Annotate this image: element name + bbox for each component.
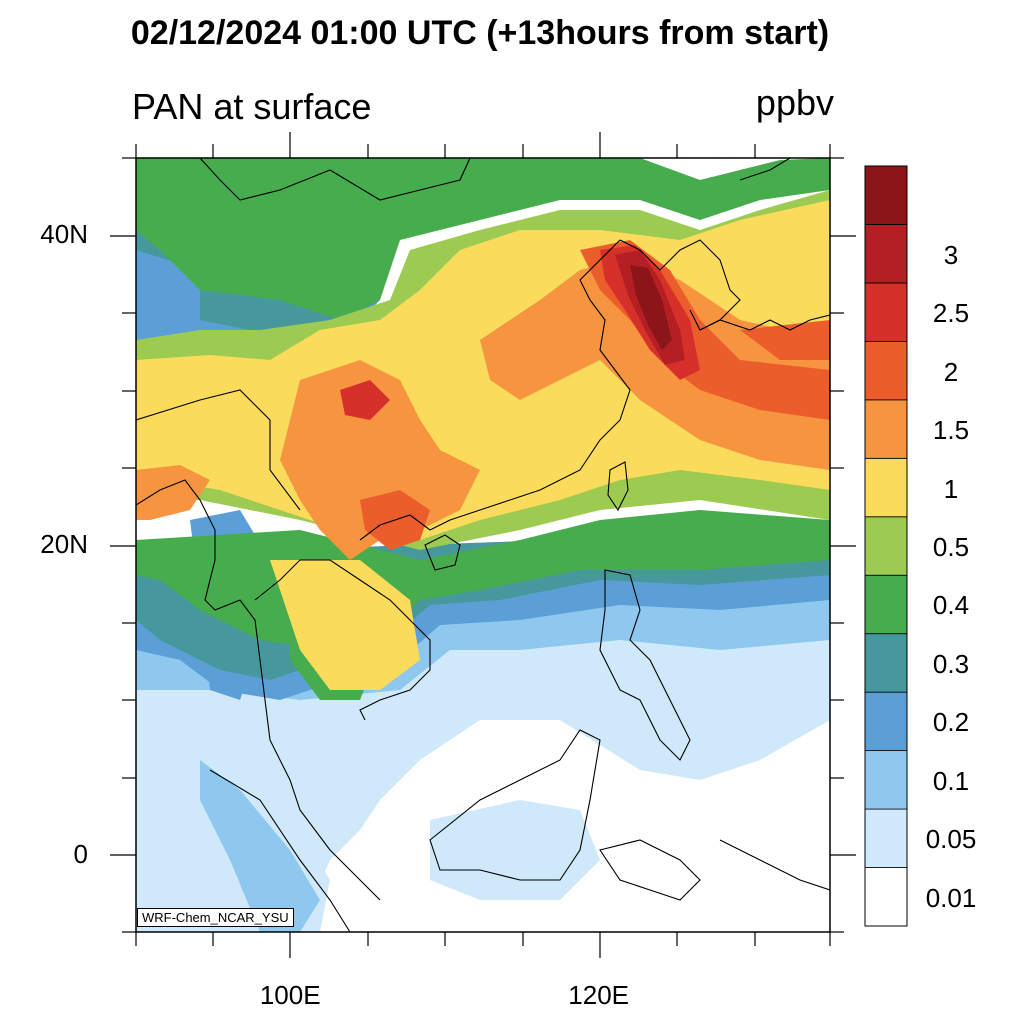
colorbar-swatch: [864, 633, 908, 693]
colorbar-swatch: [864, 691, 908, 752]
latitude-label: 40N: [40, 219, 88, 250]
colorbar-swatch: [864, 165, 908, 225]
colorbar-level-label: 0.05: [925, 824, 977, 855]
colorbar-level-label: 0.5: [932, 532, 970, 562]
longitude-label: 120E: [568, 980, 630, 1010]
colorbar-swatch: [864, 282, 908, 342]
latitude-label: 0: [73, 838, 88, 869]
units-label: ppbv: [755, 82, 834, 123]
pan-concentration-field: [136, 158, 830, 932]
model-credit: WRF-Chem_NCAR_YSU: [137, 908, 294, 927]
colorbar-swatch: [864, 340, 908, 401]
map-title: 02/12/2024 01:00 UTC (+13hours from star…: [130, 14, 830, 52]
colorbar-level-label: 1: [943, 473, 959, 504]
colorbar-level-label: 2.5: [932, 298, 970, 329]
latitude-label: 20N: [40, 529, 88, 559]
colorbar-swatch: [864, 399, 908, 459]
colorbar-swatch: [864, 867, 908, 927]
longitude-label: 100E: [259, 980, 321, 1010]
colorbar-level-label: 0.3: [932, 648, 970, 679]
colorbar-swatch: [864, 224, 908, 284]
colorbar-swatch: [864, 516, 908, 576]
colorbar-level-label: 0.1: [932, 765, 970, 796]
colorbar-level-label: 1.5: [932, 415, 970, 446]
colorbar-swatch: [864, 457, 908, 518]
colorbar-swatch: [864, 808, 908, 868]
colorbar-level-label: 2: [943, 356, 959, 387]
coastlines: [136, 158, 830, 932]
colorbar-swatch: [864, 750, 908, 810]
map-frame: [135, 157, 831, 933]
colorbar-level-label: 0.01: [925, 882, 977, 913]
colorbar-level-label: 3: [943, 239, 959, 270]
axis-ticks: [110, 132, 856, 958]
colorbar-level-label: 0.2: [932, 707, 970, 738]
colorbar-swatch: [864, 574, 908, 635]
colorbar-level-label: 0.4: [932, 590, 970, 621]
colorbar: [864, 165, 908, 927]
colorbar-frame: [864, 165, 908, 927]
variable-label: PAN at surface: [132, 86, 372, 127]
